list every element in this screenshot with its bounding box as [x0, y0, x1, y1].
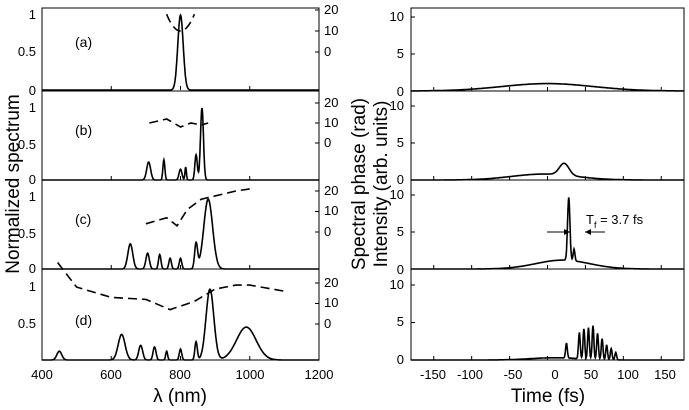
tick-c-0: 0 [29, 261, 36, 276]
ptick-d-20: 20 [324, 275, 338, 290]
intensity-curve-2 [411, 162, 684, 181]
curves [42, 13, 684, 361]
tick-c-05: 0.5 [18, 226, 36, 241]
tick-b-05: 0.5 [18, 137, 36, 152]
ptick-b-0: 0 [324, 135, 331, 150]
intensity-curve-3 [411, 197, 684, 270]
ptick-a-0: 0 [324, 44, 331, 59]
ptick-d-10: 10 [324, 295, 338, 310]
tick-b-0: 0 [29, 172, 36, 187]
phase-y-label: Spectral phase (rad) [349, 98, 370, 270]
itick-4-5: 5 [397, 314, 404, 329]
ptick-c-10: 10 [324, 203, 338, 218]
intensity-panel-1-frame [410, 7, 685, 92]
ttick-m50: -50 [504, 367, 523, 382]
intensity-curve-4 [411, 325, 684, 361]
fwhm-arrowhead-right [585, 229, 591, 235]
spectrum-curve-b [42, 107, 319, 181]
spectrum-y-label: Normalized spectrum [3, 94, 24, 274]
tick-b-1: 1 [29, 100, 36, 115]
ptick-b-10: 10 [324, 115, 338, 130]
spectrum-x-ticks: 400 600 800 1000 1200 [31, 367, 333, 382]
ttick-m150: -150 [420, 367, 446, 382]
fwhm-subscript: f [594, 220, 597, 230]
panel-tag-d: (d) [75, 312, 92, 328]
tick-a-1: 1 [29, 7, 36, 22]
panel-tag-a: (a) [75, 34, 92, 50]
ptick-b-20: 20 [324, 95, 338, 110]
intensity-panel-4-frame [410, 268, 685, 361]
fwhm-arrows [547, 229, 605, 235]
itick-4-10: 10 [390, 277, 404, 292]
ttick-0: 0 [551, 367, 558, 382]
ptick-a-10: 10 [324, 23, 338, 38]
fwhm-suffix: = 3.7 fs [596, 212, 643, 227]
panel-tag-c: (c) [75, 211, 91, 227]
fwhm-arrowhead-left [564, 229, 570, 235]
phase-curve-d [56, 262, 285, 311]
phase-y-ticks: 20 10 0 20 10 0 20 10 0 20 10 0 [324, 2, 338, 331]
xtick-1200: 1200 [305, 367, 334, 382]
time-x-label: Time (fs) [511, 386, 585, 407]
xtick-600: 600 [100, 367, 122, 382]
itick-1-0: 0 [397, 84, 404, 99]
intensity-curve-1 [411, 82, 684, 92]
tick-d-1: 1 [29, 279, 36, 294]
panel-tag-b: (b) [75, 122, 92, 138]
ptick-c-20: 20 [324, 183, 338, 198]
spectrum-curve-d [42, 288, 319, 361]
ttick-100: 100 [617, 367, 639, 382]
ttick-50: 50 [584, 367, 598, 382]
fwhm-prefix: T [586, 212, 594, 227]
itick-3-5: 5 [397, 224, 404, 239]
intensity-y-ticks: 10 5 0 10 5 0 10 5 0 10 5 0 [390, 9, 404, 367]
ttick-150: 150 [654, 367, 676, 382]
ptick-c-0: 0 [324, 224, 331, 239]
time-x-ticks: -150 -100 -50 0 50 100 150 [420, 367, 676, 382]
itick-2-10: 10 [390, 98, 404, 113]
itick-3-0: 0 [397, 262, 404, 277]
phase-curve-b [149, 118, 209, 128]
xtick-400: 400 [31, 367, 53, 382]
spectrum-x-label: λ (nm) [153, 386, 207, 407]
ptick-a-20: 20 [324, 2, 338, 17]
xtick-800: 800 [169, 367, 191, 382]
ptick-d-0: 0 [324, 316, 331, 331]
intensity-y-label: Intensity (arb. units) [371, 101, 392, 268]
itick-2-0: 0 [397, 172, 404, 187]
tick-c-1: 1 [29, 189, 36, 204]
intensity-panel-2-frame [410, 90, 685, 181]
phase-curve-a [165, 13, 196, 32]
spectrum-y-ticks: 1 0.5 0 1 0.5 0 1 0.5 0 1 0.5 [18, 7, 36, 331]
phase-curve-c [145, 188, 250, 227]
itick-4-0: 0 [397, 352, 404, 367]
tick-d-05: 0.5 [18, 316, 36, 331]
itick-2-5: 5 [397, 135, 404, 150]
tick-a-05: 0.5 [18, 44, 36, 59]
ttick-m100: -100 [457, 367, 483, 382]
itick-1-10: 10 [390, 9, 404, 24]
spectrum-curve-c [42, 198, 319, 270]
fwhm-annotation: Tf = 3.7 fs [586, 212, 644, 230]
xtick-1000: 1000 [236, 367, 265, 382]
tick-a-0: 0 [29, 83, 36, 98]
spectrum-curve-a [42, 13, 319, 91]
itick-3-10: 10 [390, 187, 404, 202]
itick-1-5: 5 [397, 46, 404, 61]
